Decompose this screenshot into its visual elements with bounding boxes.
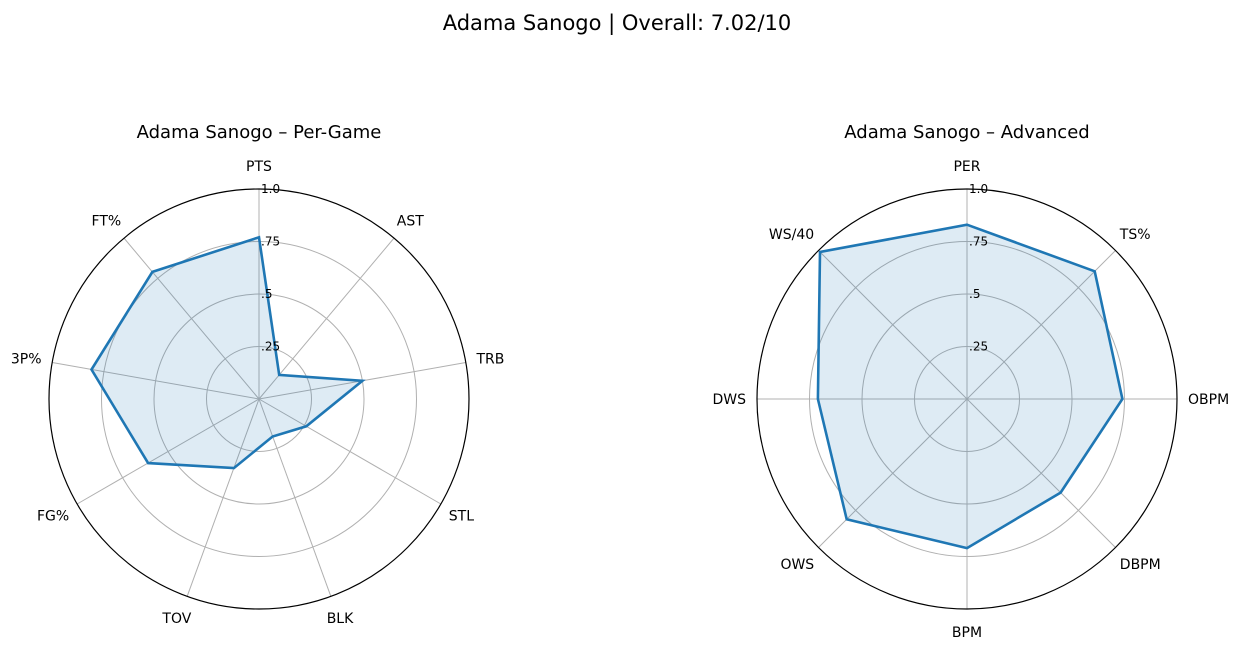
spoke-gridline <box>258 398 442 505</box>
category-label-dbpm: DBPM <box>1120 557 1161 573</box>
spoke-gridline <box>123 237 260 400</box>
spoke-gridline <box>818 250 968 400</box>
radial-tick-label: .5 <box>261 287 272 301</box>
radial-tick-label: .25 <box>261 340 280 354</box>
category-label-dws: DWS <box>712 392 746 408</box>
radial-tick-label: 1.0 <box>261 182 280 196</box>
category-label-ws40: WS/40 <box>769 227 814 243</box>
polar-frame <box>48 188 470 610</box>
category-label-trb: TRB <box>476 352 505 368</box>
radial-tick-label: .75 <box>261 235 280 249</box>
polar-frame <box>756 188 1178 610</box>
category-label-blk: BLK <box>327 611 354 627</box>
radar-per-game: Adama Sanogo – Per-Game .25 .5 .75 1.0 PTS AS… <box>11 122 505 627</box>
spoke-gridline <box>76 398 260 505</box>
category-label-ts: TS% <box>1119 227 1151 243</box>
radar-advanced-title: Adama Sanogo – Advanced <box>844 122 1089 143</box>
category-label-ast: AST <box>397 214 424 230</box>
radial-tick-label: .5 <box>969 287 980 301</box>
figure-suptitle: Adama Sanogo | Overall: 7.02/10 <box>443 11 792 36</box>
spoke-gridline <box>966 250 1116 400</box>
radial-tick-label: .75 <box>969 235 988 249</box>
spoke-gridline <box>818 398 968 548</box>
radar-per-game-area <box>91 237 363 469</box>
category-label-3p: 3P% <box>11 352 42 368</box>
spoke-gridline <box>186 398 260 597</box>
radial-tick-label: 1.0 <box>969 182 988 196</box>
radial-tick-label: .25 <box>969 340 988 354</box>
category-label-fg: FG% <box>37 509 69 525</box>
category-label-bpm: BPM <box>952 625 982 641</box>
spoke-gridline <box>258 398 332 597</box>
radar-advanced-line <box>816 223 1124 550</box>
category-label-ft: FT% <box>92 214 122 230</box>
category-label-stl: STL <box>449 509 474 525</box>
radar-advanced-area <box>817 224 1123 549</box>
spoke-gridline <box>258 237 395 400</box>
category-label-obpm: OBPM <box>1188 392 1229 408</box>
spoke-gridline <box>966 398 1116 548</box>
category-label-ows: OWS <box>780 557 814 573</box>
category-label-tov: TOV <box>161 611 191 627</box>
category-label-per: PER <box>953 159 980 175</box>
spoke-gridline <box>52 362 260 400</box>
radar-per-game-line <box>89 235 366 470</box>
radar-advanced: Adama Sanogo – Advanced .25 .5 .75 1.0 PER TS… <box>712 122 1229 641</box>
category-label-pts: PTS <box>246 159 272 175</box>
radar-per-game-title: Adama Sanogo – Per-Game <box>137 122 382 143</box>
